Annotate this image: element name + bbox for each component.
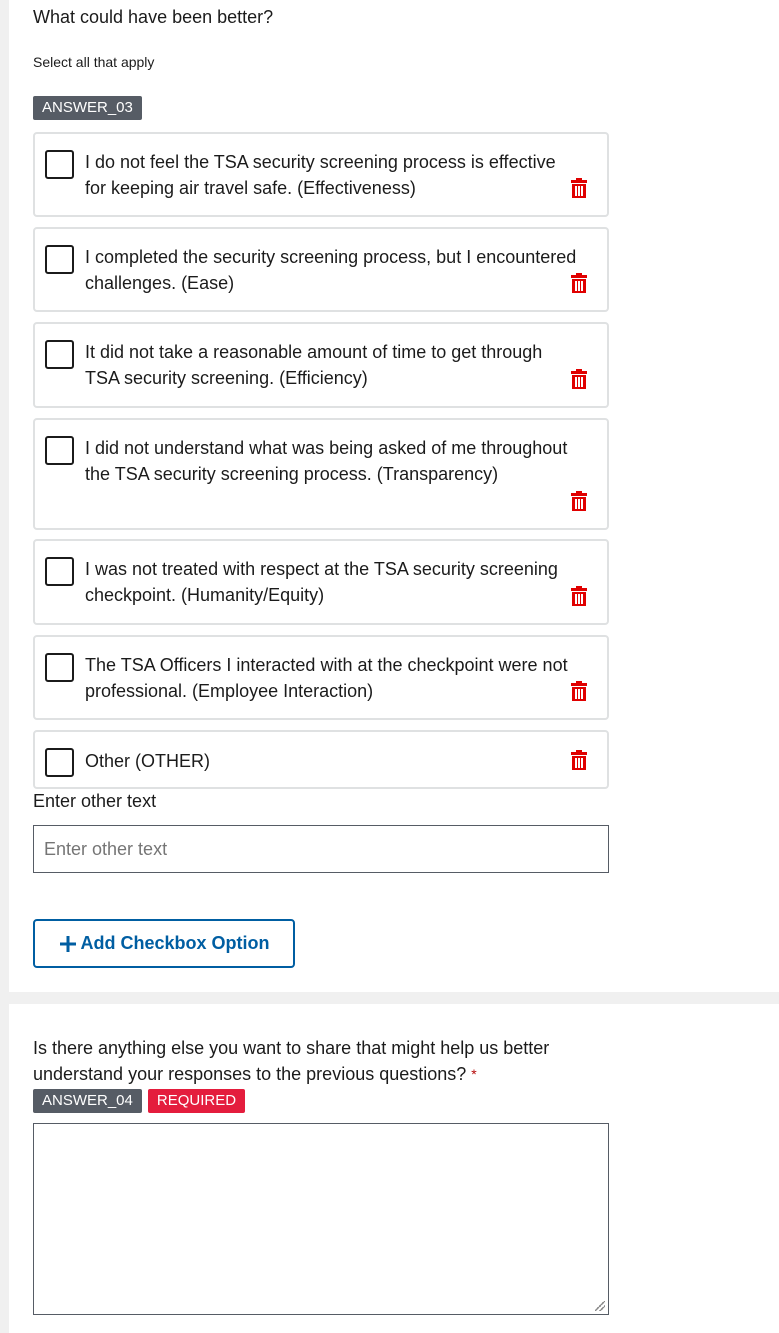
response-textarea[interactable] — [33, 1123, 609, 1315]
checkbox-option: I completed the security screening proce… — [33, 227, 609, 312]
checkbox[interactable] — [45, 557, 74, 586]
trash-icon[interactable] — [571, 681, 587, 701]
checkbox[interactable] — [45, 340, 74, 369]
required-asterisk: * — [471, 1066, 477, 1082]
option-label: I do not feel the TSA security screening… — [85, 152, 556, 198]
question-title: What could have been better? — [33, 7, 274, 27]
answer-tag: ANSWER_03 — [33, 96, 142, 120]
other-text-label: Enter other text — [33, 791, 157, 811]
hint-text: Select all that apply — [33, 54, 155, 70]
question-text: Is there anything else you want to share… — [33, 1038, 550, 1084]
trash-icon[interactable] — [571, 178, 587, 198]
checkbox[interactable] — [45, 245, 74, 274]
plus-icon — [59, 935, 76, 952]
other-text-input[interactable] — [33, 825, 609, 873]
option-label: It did not take a reasonable amount of t… — [85, 342, 543, 388]
question-panel-answer-03: What could have been better? Select all … — [9, 0, 779, 992]
checkbox-option: The TSA Officers I interacted with at th… — [33, 635, 609, 720]
trash-icon[interactable] — [571, 491, 587, 511]
question-title-2: Is there anything else you want to share… — [33, 1035, 603, 1087]
checkbox-option: I did not understand what was being aske… — [33, 418, 609, 530]
trash-icon[interactable] — [571, 273, 587, 293]
checkbox-option: It did not take a reasonable amount of t… — [33, 322, 609, 408]
add-checkbox-option-button[interactable]: Add Checkbox Option — [33, 919, 295, 968]
resize-handle[interactable] — [595, 1301, 605, 1311]
checkbox[interactable] — [45, 436, 74, 465]
trash-icon[interactable] — [571, 750, 587, 770]
option-label: I completed the security screening proce… — [85, 247, 577, 293]
checkbox-option: I was not treated with respect at the TS… — [33, 539, 609, 625]
checkbox[interactable] — [45, 748, 74, 777]
trash-icon[interactable] — [571, 586, 587, 606]
question-panel-answer-04: Is there anything else you want to share… — [9, 1004, 779, 1333]
option-label: The TSA Officers I interacted with at th… — [85, 655, 568, 701]
add-checkbox-option-label: Add Checkbox Option — [80, 933, 270, 953]
option-label: Other (OTHER) — [85, 751, 211, 771]
checkbox[interactable] — [45, 150, 74, 179]
checkbox-option: I do not feel the TSA security screening… — [33, 132, 609, 217]
trash-icon[interactable] — [571, 369, 587, 389]
required-badge: REQUIRED — [147, 1089, 246, 1113]
option-label: I was not treated with respect at the TS… — [85, 559, 558, 605]
checkbox[interactable] — [45, 653, 74, 682]
checkbox-option: Other (OTHER) — [33, 730, 609, 789]
option-label: I did not understand what was being aske… — [85, 438, 568, 484]
answer-tag: ANSWER_04 — [33, 1089, 142, 1113]
